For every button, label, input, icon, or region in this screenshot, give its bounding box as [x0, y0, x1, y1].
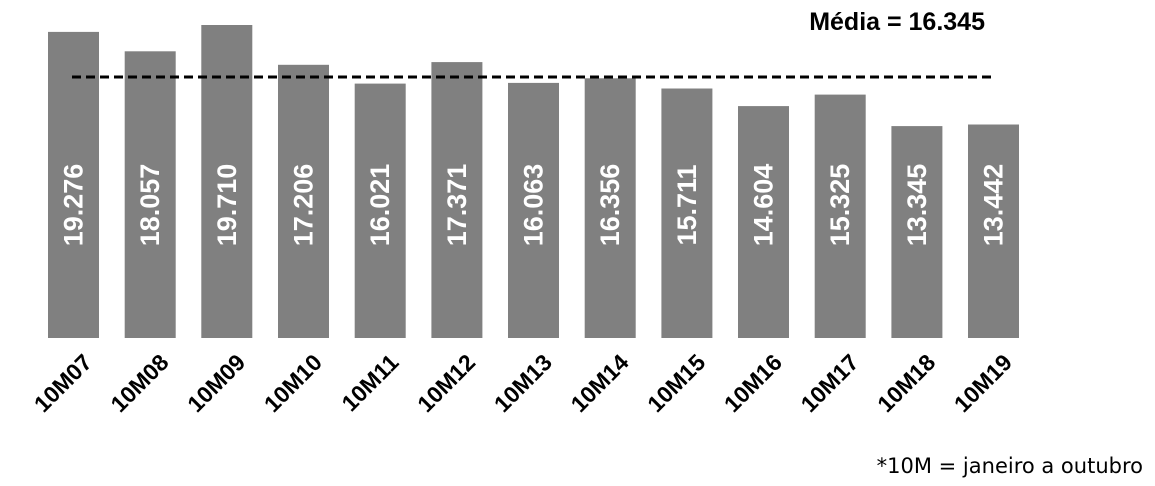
- bar-10M08: [124, 51, 176, 339]
- bar-value-label: 15.711: [672, 164, 702, 245]
- bar-10M14: [584, 78, 636, 339]
- bar-10M11: [354, 83, 406, 338]
- bar-value-label: 16.063: [519, 164, 549, 247]
- category-label: 10M16: [719, 349, 787, 417]
- bar-10M16: [738, 106, 789, 338]
- bar-value-label: 16.356: [595, 164, 625, 247]
- category-labels-group: 10M07 10M08 10M09 10M10 10M11 10M12 10M13 10M14…: [29, 349, 1017, 417]
- bar-value-label: 14.604: [749, 164, 779, 247]
- bar-value-label: 17.206: [289, 164, 319, 247]
- bar-10M15: [661, 88, 713, 338]
- category-label: 10M12: [412, 349, 480, 417]
- category-label: 10M07: [29, 349, 97, 417]
- bar-value-label: 13.442: [979, 164, 1009, 247]
- average-label: Média = 16.345: [809, 8, 985, 36]
- category-label: 10M10: [259, 349, 327, 417]
- bar-10M17: [814, 94, 866, 338]
- bar-10M07: [48, 31, 99, 339]
- bar-value-label: 19.710: [212, 164, 242, 247]
- bar-value-label: 17.371: [442, 164, 472, 247]
- category-label: 10M15: [642, 349, 710, 417]
- bar-10M13: [508, 82, 559, 339]
- category-label: 10M14: [565, 349, 633, 417]
- footnote: *10M = janeiro a outubro: [876, 454, 1143, 478]
- bar-value-label: 19.276: [59, 164, 89, 247]
- category-label: 10M18: [872, 349, 940, 417]
- category-label: 10M09: [182, 349, 250, 417]
- bar-10M10: [278, 64, 329, 339]
- category-label: 10M08: [105, 349, 173, 417]
- bar-10M19: [968, 124, 1019, 338]
- category-label: 10M19: [949, 349, 1017, 417]
- category-label: 10M13: [489, 349, 557, 417]
- bar-value-label: 16.021: [365, 164, 395, 247]
- bar-10M18: [891, 126, 943, 338]
- category-label: 10M11: [336, 349, 403, 416]
- bar-value-label: 18.057: [135, 164, 165, 247]
- category-label: 10M17: [795, 349, 863, 417]
- bars-group: [48, 25, 1019, 339]
- bar-value-label: 13.345: [902, 164, 932, 247]
- bar-10M12: [431, 62, 483, 338]
- bar-value-labels-group: 19.276 18.057 19.710 17.206 16.021 17.371 16.0…: [59, 164, 1009, 247]
- bar-value-label: 15.325: [825, 164, 855, 247]
